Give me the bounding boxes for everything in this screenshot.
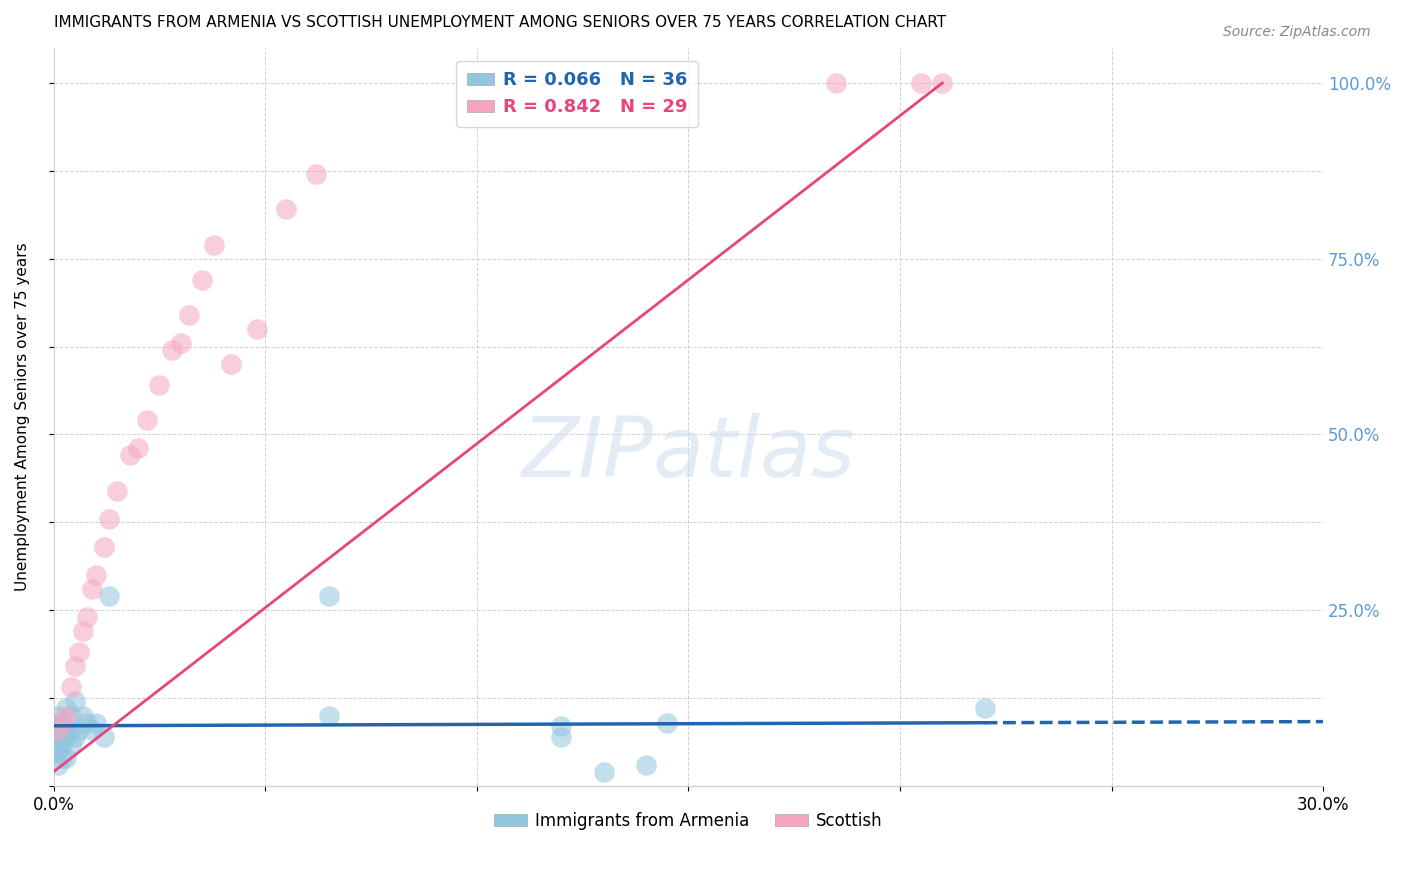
Point — [276, 202, 298, 217]
Point — [190, 273, 212, 287]
Point — [93, 540, 115, 554]
Point — [127, 442, 149, 456]
Point — [76, 715, 98, 730]
Point — [59, 708, 82, 723]
Point — [80, 723, 103, 737]
Point — [177, 308, 200, 322]
Point — [148, 378, 170, 392]
Point — [550, 730, 572, 744]
Point — [51, 750, 73, 764]
Point — [825, 76, 848, 90]
Point — [80, 582, 103, 596]
Point — [59, 681, 82, 695]
Point — [45, 744, 67, 758]
Point — [63, 730, 86, 744]
Point — [93, 730, 115, 744]
Point — [46, 723, 69, 737]
Point — [97, 512, 120, 526]
Point — [221, 357, 243, 371]
Point — [76, 610, 98, 624]
Point — [46, 757, 69, 772]
Point — [46, 730, 69, 744]
Point — [67, 645, 90, 659]
Point — [160, 343, 183, 357]
Point — [55, 708, 77, 723]
Point — [169, 336, 191, 351]
Point — [72, 708, 94, 723]
Point — [84, 715, 107, 730]
Point — [46, 744, 69, 758]
Point — [97, 589, 120, 603]
Point — [63, 659, 86, 673]
Point — [59, 723, 82, 737]
Point — [55, 701, 77, 715]
Point — [63, 694, 86, 708]
Point — [51, 723, 73, 737]
Point — [46, 708, 69, 723]
Point — [636, 757, 658, 772]
Point — [118, 449, 141, 463]
Legend: Immigrants from Armenia, Scottish: Immigrants from Armenia, Scottish — [486, 805, 890, 837]
Point — [204, 237, 226, 252]
Point — [318, 708, 340, 723]
Point — [51, 730, 73, 744]
Point — [51, 715, 73, 730]
Text: Source: ZipAtlas.com: Source: ZipAtlas.com — [1223, 25, 1371, 39]
Point — [67, 723, 90, 737]
Point — [55, 730, 77, 744]
Point — [931, 76, 953, 90]
Point — [51, 715, 73, 730]
Point — [55, 723, 77, 737]
Text: IMMIGRANTS FROM ARMENIA VS SCOTTISH UNEMPLOYMENT AMONG SENIORS OVER 75 YEARS COR: IMMIGRANTS FROM ARMENIA VS SCOTTISH UNEM… — [53, 15, 946, 30]
Point — [910, 76, 932, 90]
Point — [246, 322, 269, 336]
Y-axis label: Unemployment Among Seniors over 75 years: Unemployment Among Seniors over 75 years — [15, 243, 30, 591]
Point — [973, 701, 995, 715]
Point — [46, 715, 69, 730]
Point — [135, 413, 157, 427]
Point — [46, 723, 69, 737]
Point — [72, 624, 94, 639]
Point — [657, 715, 679, 730]
Point — [305, 167, 328, 181]
Point — [51, 737, 73, 751]
Point — [55, 750, 77, 764]
Point — [318, 589, 340, 603]
Point — [59, 737, 82, 751]
Point — [105, 483, 128, 498]
Point — [550, 719, 572, 733]
Point — [84, 568, 107, 582]
Point — [592, 764, 614, 779]
Text: ZIPatlas: ZIPatlas — [522, 413, 855, 494]
